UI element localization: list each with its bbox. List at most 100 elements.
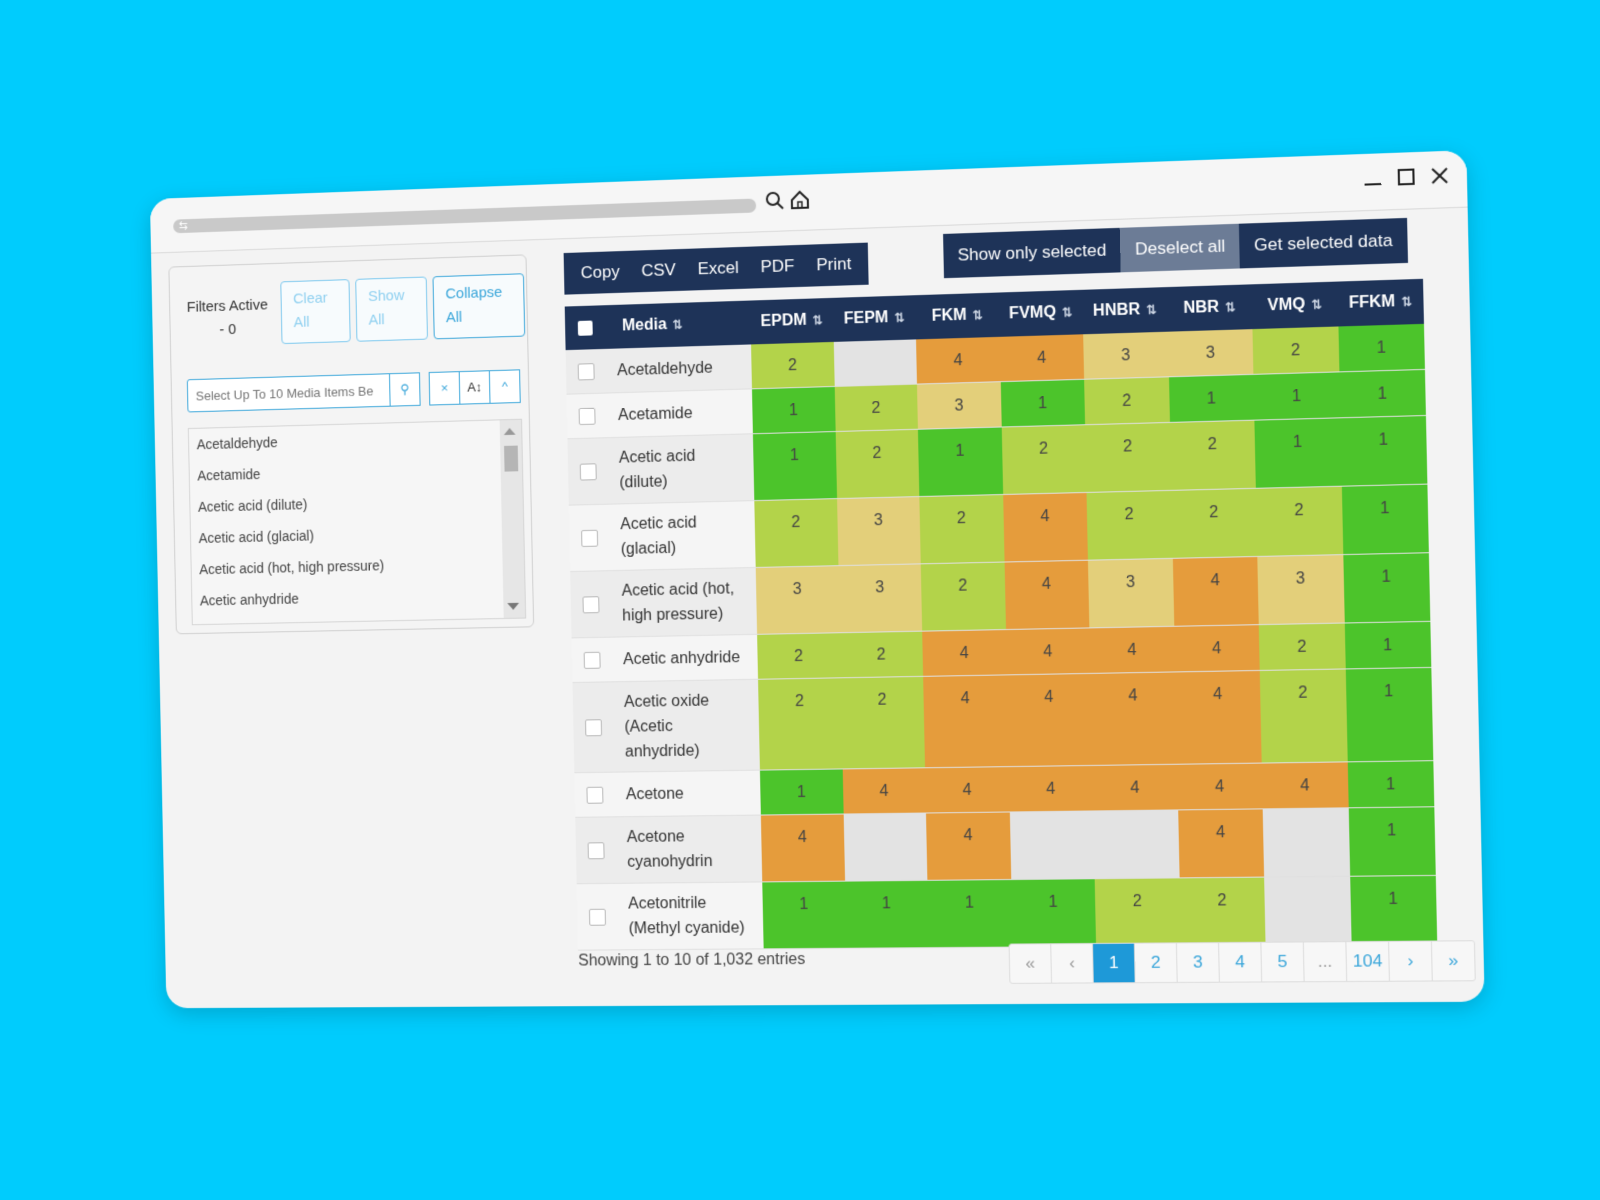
checkbox-box[interactable] (579, 463, 596, 480)
column-header-epdm[interactable]: EPDM ⇅ (750, 298, 833, 345)
search-icon[interactable] (764, 189, 786, 212)
page-button[interactable]: 104 (1346, 942, 1390, 981)
row-checkbox[interactable] (574, 773, 614, 817)
sort-icon[interactable]: ⇅ (972, 308, 982, 322)
page-button[interactable]: 2 (1135, 943, 1178, 982)
table-row[interactable]: Acetone cyanohydrin 4 4 4 1 (575, 807, 1435, 884)
row-checkbox[interactable] (567, 438, 608, 504)
page-button[interactable]: 5 (1261, 942, 1304, 981)
rating-cell: 2 (1260, 669, 1347, 762)
table-row[interactable]: Acetic oxide (Acetic anhydride) 2 2 4 4 4 4 2 1 (573, 668, 1434, 773)
media-name: Acetic acid (glacial) (620, 509, 744, 562)
clear-all-button[interactable]: Clear All (280, 279, 350, 344)
checkbox-box[interactable] (577, 363, 594, 380)
column-header-label: FFKM (1349, 293, 1396, 313)
row-checkbox[interactable] (575, 817, 616, 883)
list-scrollbar[interactable] (500, 420, 526, 618)
rating-cell: 2 (921, 563, 1006, 631)
rating-cell: 2 (835, 430, 919, 498)
compatibility-table: Media ⇅ EPDM ⇅ FEPM ⇅ FKM ⇅ FVMQ ⇅ HNBR ⇅ NBR ⇅ VMQ ⇅ F… (565, 279, 1438, 951)
page-button[interactable]: › (1389, 942, 1433, 981)
search-icon[interactable]: ⚲ (389, 372, 421, 406)
select-all-checkbox[interactable] (565, 305, 605, 350)
page-button[interactable]: 3 (1177, 943, 1220, 982)
get-selected-data-button[interactable]: Get selected data (1239, 218, 1407, 269)
clear-x-icon[interactable]: × (429, 371, 461, 405)
page-button[interactable]: 4 (1219, 943, 1262, 982)
column-header-fkm[interactable]: FKM ⇅ (915, 293, 999, 340)
column-header-fvmq[interactable]: FVMQ ⇅ (998, 290, 1083, 337)
entries-info: Showing 1 to 10 of 1,032 entries (578, 951, 805, 970)
media-search-input[interactable] (187, 373, 391, 412)
checkbox-box[interactable] (581, 529, 598, 546)
rating-cell: 2 (1256, 487, 1343, 556)
rating-cell: 1 (1254, 418, 1341, 487)
column-header-ffkm[interactable]: FFKM ⇅ (1337, 279, 1424, 327)
show-only-selected-button[interactable]: Show only selected (943, 228, 1121, 278)
rating-cell: 1 (762, 882, 846, 949)
home-icon[interactable] (789, 189, 811, 212)
chevron-up-icon[interactable]: ^ (489, 369, 521, 404)
rating-cell: 3 (1168, 329, 1254, 376)
select-all-box[interactable] (577, 320, 592, 335)
row-checkbox[interactable] (567, 394, 607, 439)
page-button[interactable]: ‹ (1051, 944, 1094, 983)
rating-cell: 3 (838, 564, 922, 632)
show-all-button[interactable]: Show All (355, 276, 428, 341)
sort-icon[interactable]: ⇅ (894, 311, 904, 325)
collapse-all-button[interactable]: Collapse All (432, 273, 525, 339)
checkbox-box[interactable] (583, 651, 600, 668)
csv-button[interactable]: CSV (630, 249, 687, 293)
row-checkbox[interactable] (577, 884, 618, 950)
checkbox-box[interactable] (588, 908, 605, 925)
print-button[interactable]: Print (805, 243, 863, 287)
pdf-button[interactable]: PDF (749, 245, 806, 289)
copy-button[interactable]: Copy (569, 251, 630, 295)
column-header-hnbr[interactable]: HNBR ⇅ (1082, 287, 1167, 334)
sort-alpha-icon[interactable]: A↕ (459, 370, 491, 404)
deselect-all-button[interactable]: Deselect all (1120, 224, 1240, 273)
table-row[interactable]: Acetonitrile (Methyl cyanide) 1 1 1 1 2 2 1 (577, 876, 1438, 951)
rating-cell: 2 (1085, 423, 1171, 492)
column-header-fepm[interactable]: FEPM ⇅ (832, 295, 916, 342)
media-name: Acetaldehyde (617, 355, 713, 383)
scroll-down-icon[interactable] (507, 603, 519, 610)
close-icon[interactable] (1427, 163, 1453, 188)
clear-all-label-2: All (293, 310, 338, 335)
sort-icon[interactable]: ⇅ (1311, 297, 1322, 312)
sort-icon[interactable]: ⇅ (1062, 305, 1073, 319)
row-checkbox[interactable] (566, 349, 606, 394)
row-checkbox[interactable] (570, 571, 611, 637)
column-header-nbr[interactable]: NBR ⇅ (1167, 284, 1253, 331)
column-header-media[interactable]: Media ⇅ (604, 301, 751, 349)
scroll-thumb[interactable] (504, 446, 518, 472)
list-item[interactable]: Acetic anhydride (192, 578, 525, 616)
maximize-icon[interactable] (1393, 164, 1419, 189)
rating-cell: 1 (1011, 879, 1096, 946)
checkbox-box[interactable] (585, 719, 602, 736)
checkbox-box[interactable] (587, 842, 604, 859)
checkbox-box[interactable] (578, 407, 595, 424)
minimize-icon[interactable] (1360, 165, 1386, 190)
rating-cell: 2 (751, 342, 834, 388)
excel-button[interactable]: Excel (686, 247, 750, 291)
sort-icon[interactable]: ⇅ (1401, 295, 1412, 310)
rating-cell: 1 (1338, 324, 1425, 372)
page-button[interactable]: « (1010, 944, 1052, 983)
checkbox-box[interactable] (582, 596, 599, 613)
checkbox-box[interactable] (586, 786, 603, 803)
sort-icon[interactable]: ⇅ (1225, 300, 1236, 315)
row-checkbox[interactable] (572, 638, 612, 682)
row-checkbox[interactable] (569, 505, 610, 571)
sort-icon[interactable]: ⇅ (813, 313, 823, 327)
page-button[interactable]: 1 (1093, 944, 1136, 983)
rating-cell (1009, 811, 1094, 879)
sort-icon[interactable]: ⇅ (1146, 303, 1157, 318)
sort-icon[interactable]: ⇅ (673, 318, 683, 332)
address-bar[interactable]: ⇆ (173, 199, 756, 234)
scroll-up-icon[interactable] (504, 428, 516, 435)
page-button[interactable]: » (1432, 941, 1475, 980)
row-checkbox[interactable] (573, 682, 614, 772)
column-header-vmq[interactable]: VMQ ⇅ (1252, 282, 1338, 330)
rating-cell: 3 (917, 382, 1001, 429)
